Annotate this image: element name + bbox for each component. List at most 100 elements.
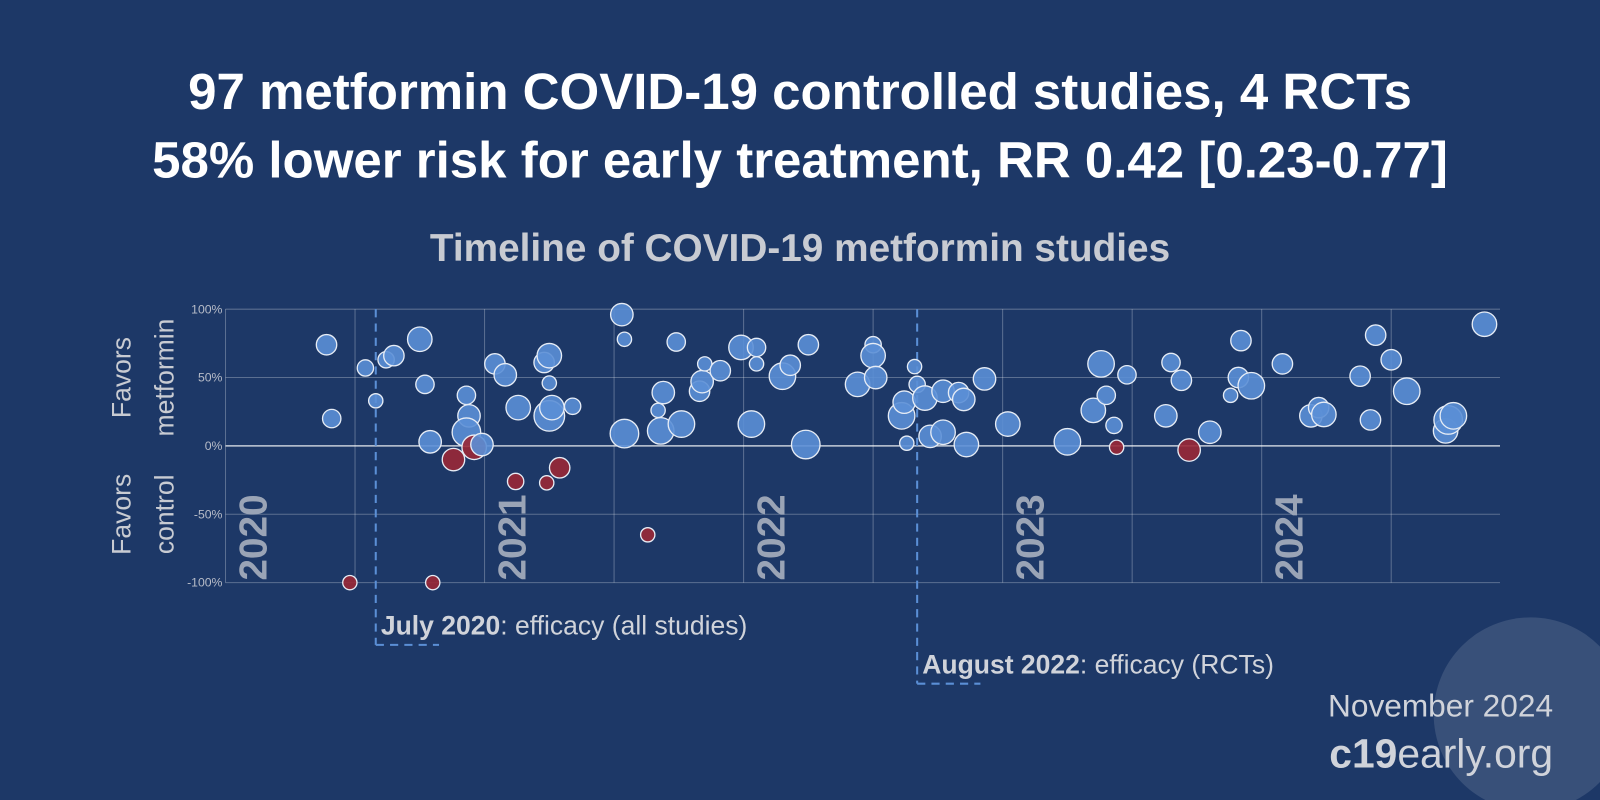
- study-bubble: [609, 302, 634, 327]
- footer-site: c19early.org: [1329, 730, 1553, 776]
- y-label: Favors: [107, 337, 137, 418]
- study-bubble: [930, 419, 956, 446]
- study-bubble: [748, 356, 765, 372]
- study-bubble: [1310, 401, 1337, 428]
- x-tick-label: 2020: [232, 494, 275, 580]
- footer-site-rest: early.org: [1397, 730, 1553, 776]
- study-bubble: [1380, 348, 1403, 371]
- study-bubble: [651, 380, 676, 405]
- study-bubble: [356, 359, 375, 377]
- y-tick-label: -50%: [194, 507, 223, 521]
- study-bubble: [418, 429, 443, 454]
- study-bubble: [441, 447, 466, 472]
- study-bubble: [797, 333, 820, 356]
- study-bubble: [406, 326, 433, 353]
- study-bubble: [790, 429, 821, 460]
- footer-site-bold: c19: [1329, 730, 1397, 776]
- study-bubble: [616, 331, 633, 348]
- study-bubble: [536, 342, 563, 369]
- study-bubble: [1170, 369, 1193, 392]
- virus-body: [1433, 617, 1600, 800]
- x-tick-label: 2021: [491, 494, 534, 580]
- y-tick-label: 0%: [205, 439, 223, 453]
- study-bubble: [563, 397, 582, 416]
- study-bubble: [1237, 371, 1266, 400]
- annotation-date: August 2022: [922, 649, 1080, 679]
- study-bubble: [972, 367, 997, 391]
- study-bubble: [609, 418, 640, 449]
- study-bubble: [1177, 438, 1202, 462]
- y-tick-label: 100%: [191, 302, 222, 316]
- study-bubble: [994, 411, 1021, 437]
- study-bubble: [898, 435, 915, 451]
- x-tick-label: 2024: [1268, 494, 1311, 581]
- annotation-desc: : efficacy (all studies): [500, 611, 747, 641]
- study-bubble: [639, 526, 656, 543]
- study-bubble: [538, 475, 555, 491]
- study-bubble: [367, 392, 384, 409]
- virus-decoration: [1433, 617, 1600, 800]
- study-bubble: [951, 387, 976, 412]
- study-bubble: [737, 410, 766, 438]
- title-line: 58% lower risk for early treatment, RR 0…: [152, 132, 1448, 189]
- title-line: 97 metformin COVID-19 controlled studies…: [188, 63, 1412, 120]
- study-bubble: [1053, 427, 1082, 456]
- annotation-text: August 2022: efficacy (RCTs): [922, 649, 1274, 679]
- study-bubble: [548, 456, 571, 479]
- study-bubble: [424, 574, 441, 591]
- study-bubble: [1349, 365, 1371, 388]
- grid: -100% -50% 0% 50% 100% 2020 2021 2022 2023 2024: [187, 302, 1500, 590]
- study-bubble: [506, 472, 525, 491]
- study-bubble: [383, 344, 405, 367]
- study-bubble: [505, 394, 532, 421]
- study-bubble: [1222, 387, 1239, 404]
- study-bubble: [667, 410, 696, 438]
- study-bubble: [1359, 409, 1382, 431]
- y-tick-label: 50%: [198, 371, 223, 385]
- study-bubble: [1161, 352, 1181, 373]
- study-bubble: [538, 394, 565, 421]
- annotation-text: July 2020: efficacy (all studies): [381, 611, 748, 641]
- study-bubble: [709, 359, 732, 382]
- y-tick-label: -100%: [187, 576, 222, 590]
- study-bubble: [1117, 364, 1137, 385]
- x-tick-label: 2022: [750, 494, 793, 580]
- study-bubble: [953, 431, 980, 458]
- footer-date: November 2024: [1328, 687, 1553, 723]
- study-bubble: [1096, 385, 1117, 406]
- annotation-date: July 2020: [381, 611, 500, 641]
- study-bubble: [1108, 439, 1125, 456]
- study-bubble: [779, 354, 802, 377]
- chart-subtitle: Timeline of COVID-19 metformin studies: [430, 227, 1170, 270]
- study-bubble: [906, 358, 923, 375]
- study-bubble: [1364, 324, 1387, 347]
- study-bubble: [456, 385, 477, 406]
- y-label: Favors: [107, 474, 137, 555]
- bubbles: [315, 302, 1498, 591]
- y-label: control: [149, 474, 179, 554]
- study-bubble: [493, 362, 518, 387]
- study-bubble: [1080, 397, 1107, 424]
- study-bubble: [1471, 311, 1498, 338]
- study-bubble: [315, 333, 338, 356]
- study-bubble: [746, 337, 767, 358]
- annotation-desc: : efficacy (RCTs): [1080, 649, 1274, 679]
- study-bubble: [1105, 416, 1123, 435]
- study-bubble: [1153, 403, 1178, 428]
- study-bubble: [470, 432, 494, 457]
- y-label: metformin: [149, 319, 179, 437]
- study-bubble: [892, 390, 917, 415]
- x-tick-label: 2023: [1009, 494, 1052, 580]
- study-bubble: [1439, 401, 1468, 430]
- study-bubble: [650, 402, 666, 419]
- study-bubble: [1087, 349, 1116, 378]
- study-bubble: [863, 365, 888, 390]
- plot: -100% -50% 0% 50% 100% 2020 2021 2022 2023 2024 Ju…: [187, 302, 1500, 685]
- study-bubble: [1197, 420, 1222, 445]
- study-bubble: [1392, 377, 1421, 406]
- study-bubble: [415, 374, 435, 395]
- study-bubble: [1271, 353, 1294, 375]
- study-bubble: [342, 574, 358, 591]
